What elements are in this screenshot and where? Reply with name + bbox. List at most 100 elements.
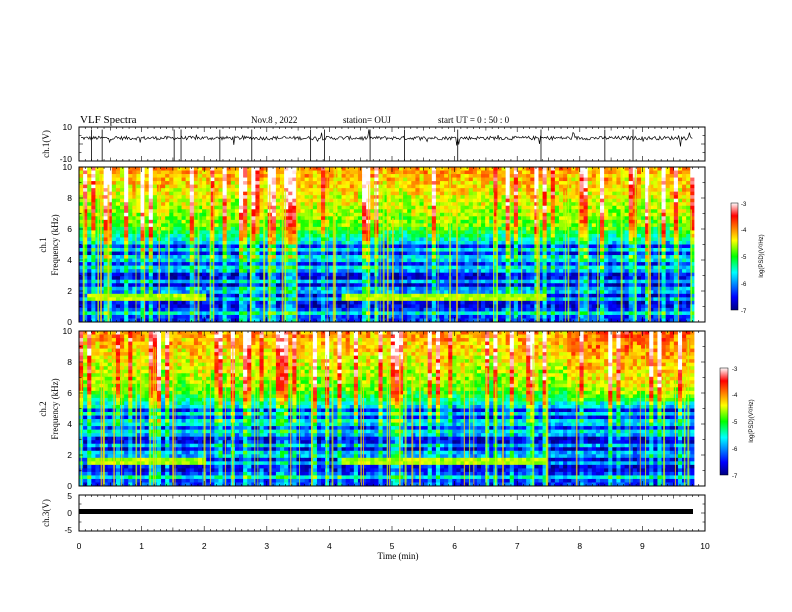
spectrogram-cell bbox=[456, 258, 461, 263]
spectrogram-cell bbox=[628, 255, 634, 259]
spectrogram-cell bbox=[362, 265, 367, 270]
spectrogram-cell bbox=[144, 191, 150, 196]
spectrogram-cell bbox=[677, 244, 683, 249]
spectrogram-cell bbox=[444, 258, 449, 263]
spectrogram-cell bbox=[87, 202, 92, 207]
spectrogram-cell bbox=[677, 191, 683, 196]
spectrogram-cell bbox=[583, 230, 589, 235]
spectrogram-cell bbox=[538, 209, 543, 214]
spectrogram-cell bbox=[419, 248, 424, 252]
spectrogram-cell bbox=[165, 184, 170, 189]
spectrogram-cell bbox=[472, 167, 478, 171]
spectrogram-cell bbox=[349, 202, 355, 207]
spectrogram-cell bbox=[243, 230, 248, 235]
spectrogram-cell bbox=[321, 188, 326, 193]
spectrogram-cell bbox=[374, 230, 379, 235]
spectrogram-cell bbox=[403, 233, 408, 238]
spectrogram-cell bbox=[83, 272, 88, 277]
spectrogram-cell bbox=[419, 279, 424, 284]
spectrogram-cell bbox=[341, 272, 347, 277]
spectrogram-cell bbox=[83, 184, 88, 189]
spectrogram-cell bbox=[111, 212, 117, 217]
spectrogram-cell bbox=[624, 237, 630, 242]
spectrogram-cell bbox=[148, 272, 154, 277]
spectrogram-cell bbox=[604, 177, 609, 182]
spectrogram-cell bbox=[435, 177, 441, 182]
spectrogram-cell bbox=[103, 191, 109, 196]
spectrogram-cell bbox=[255, 244, 260, 249]
spectrogram-cell bbox=[165, 269, 170, 274]
spectrogram-cell bbox=[152, 170, 158, 175]
spectrogram-cell bbox=[513, 191, 519, 196]
spectrogram-cell bbox=[665, 188, 671, 193]
spectrogram-cell bbox=[686, 262, 691, 267]
spectrogram-cell bbox=[394, 167, 400, 171]
spectrogram-cell bbox=[247, 184, 252, 189]
spectrogram-cell bbox=[489, 226, 494, 231]
spectrogram-cell bbox=[571, 219, 576, 224]
spectrogram-cell bbox=[161, 223, 166, 228]
spectrogram-cell bbox=[530, 177, 535, 182]
spectrogram-cell bbox=[238, 174, 244, 178]
spectrogram-cell bbox=[542, 219, 548, 224]
spectrogram-cell bbox=[649, 240, 654, 245]
spectrogram-cell bbox=[472, 216, 478, 221]
spectrogram-cell bbox=[440, 244, 445, 249]
spectrogram-cell bbox=[501, 205, 507, 210]
spectrogram-cell bbox=[115, 219, 121, 224]
spectrogram-cell bbox=[501, 184, 507, 189]
spectrogram-cell bbox=[464, 244, 470, 249]
spectrogram-cell bbox=[321, 205, 326, 210]
spectrogram-cell bbox=[316, 181, 322, 186]
spectrogram-cell bbox=[357, 177, 363, 182]
spectrogram-cell bbox=[312, 184, 318, 189]
spectrogram-cell bbox=[181, 205, 187, 210]
spectrogram-cell bbox=[189, 209, 195, 214]
spectrogram-cell bbox=[222, 195, 228, 200]
spectrogram-cell bbox=[550, 202, 556, 207]
spectrogram-cell bbox=[390, 191, 396, 196]
spectrogram-cell bbox=[222, 279, 228, 284]
spectrogram-cell bbox=[378, 262, 383, 267]
spectrogram-cell bbox=[677, 251, 683, 256]
spectrogram-cell bbox=[571, 269, 576, 274]
spectrogram-cell bbox=[148, 269, 154, 274]
spectrogram-cell bbox=[567, 174, 572, 178]
spectrogram-cell bbox=[419, 212, 424, 217]
spectrogram-cell bbox=[284, 181, 289, 186]
spectrogram-cell bbox=[308, 184, 314, 189]
spectrogram-cell bbox=[169, 240, 174, 245]
spectrogram-cell bbox=[563, 177, 568, 182]
spectrogram-cell bbox=[464, 230, 470, 235]
spectrogram-cell bbox=[349, 226, 355, 231]
spectrogram-cell bbox=[554, 216, 560, 221]
spectrogram-cell bbox=[579, 265, 584, 270]
spectrogram-cell bbox=[234, 244, 240, 249]
spectrogram-cell bbox=[181, 265, 187, 270]
spectrogram-cell bbox=[575, 226, 580, 231]
spectrogram-cell bbox=[452, 276, 457, 281]
spectrogram-cell bbox=[140, 216, 146, 221]
spectrogram-cell bbox=[468, 174, 474, 178]
spectrogram-cell bbox=[579, 216, 584, 221]
spectrogram-cell bbox=[398, 212, 404, 217]
spectrogram-cell bbox=[214, 212, 219, 217]
spectrogram-cell bbox=[530, 258, 535, 263]
spectrogram-cell bbox=[431, 230, 437, 235]
spectrogram-cell bbox=[604, 265, 609, 270]
spectrogram-cell bbox=[169, 209, 174, 214]
spectrogram-cell bbox=[169, 276, 174, 281]
spectrogram-cell bbox=[468, 244, 474, 249]
spectrogram-cell bbox=[628, 223, 634, 228]
spectrogram-cell bbox=[329, 251, 334, 256]
spectrogram-cell bbox=[690, 195, 695, 200]
spectrogram-cell bbox=[173, 230, 178, 235]
spectrogram-cell bbox=[550, 262, 556, 267]
spectrogram-cell bbox=[103, 195, 109, 200]
spectrogram-cell bbox=[677, 230, 683, 235]
spectrogram-cell bbox=[489, 174, 494, 178]
spectrogram-cell bbox=[476, 188, 482, 193]
spectrogram-cell bbox=[546, 244, 552, 249]
spectrogram-cell bbox=[292, 216, 297, 221]
spectrogram-cell bbox=[435, 191, 441, 196]
